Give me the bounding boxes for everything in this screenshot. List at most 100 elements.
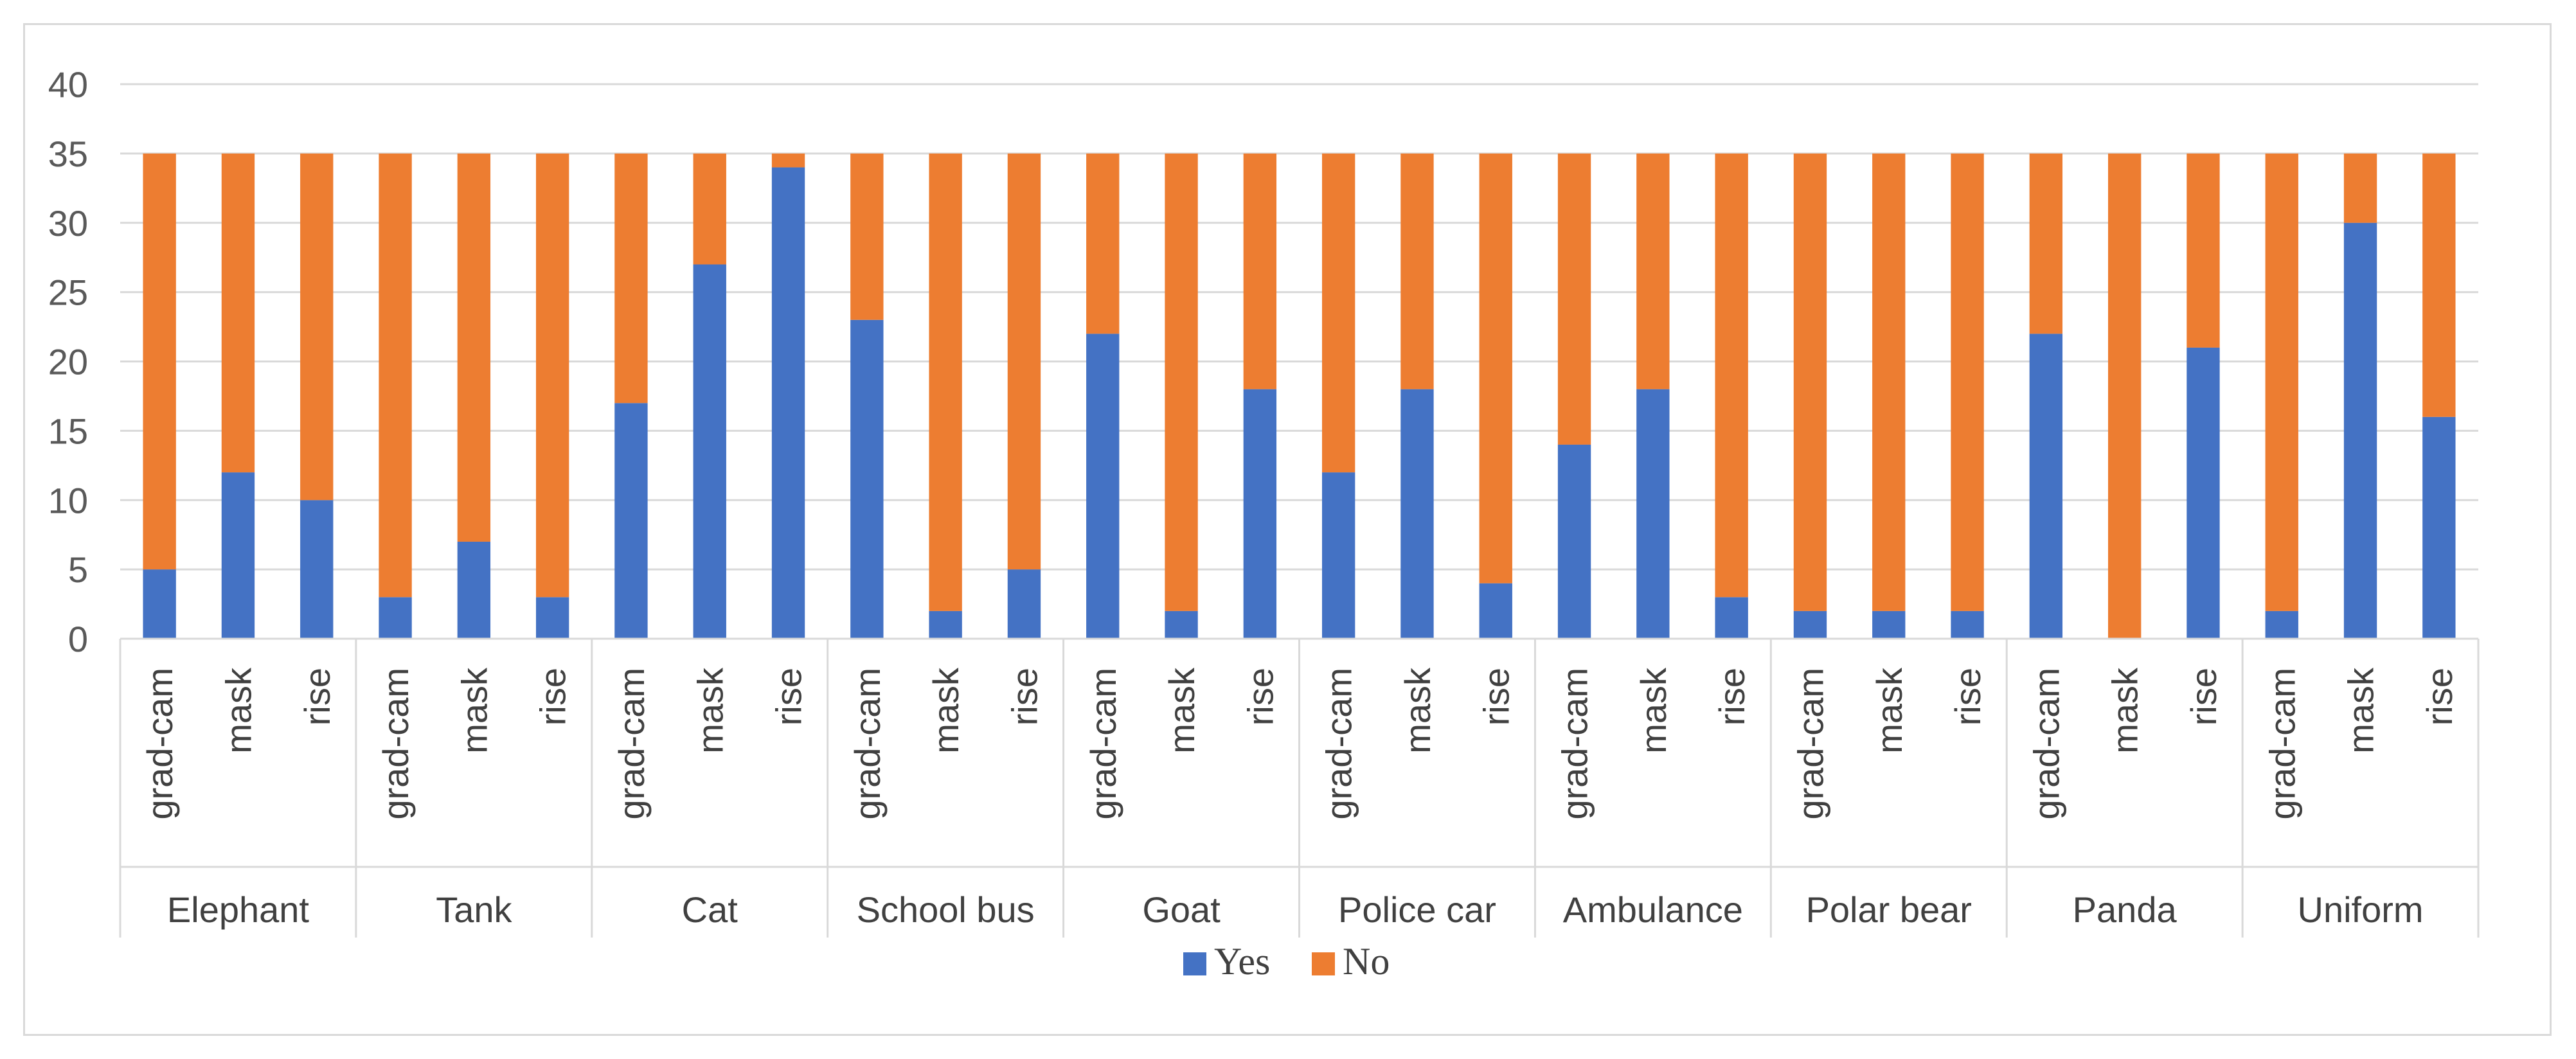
x-method-label: mask [454,667,494,754]
bar-yes-tank-grad-cam [379,597,412,639]
x-group-label: Panda [2073,889,2178,930]
x-method-label: mask [1161,667,1202,754]
bar-no-polar-bear-grad-cam [1793,153,1827,611]
bar-no-polar-bear-rise [1951,153,1984,611]
bar-yes-police-car-rise [1479,583,1512,639]
x-method-label: grad-cam [1555,668,1595,820]
bar-yes-ambulance-rise [1715,597,1748,639]
x-group-label: Uniform [2298,889,2424,930]
bar-yes-panda-grad-cam [2029,334,2063,639]
x-method-label: grad-cam [1083,668,1123,820]
x-group-label: Cat [682,889,738,930]
x-method-label: mask [218,667,258,754]
y-tick-label: 30 [48,203,88,244]
bar-no-school-bus-grad-cam [850,153,884,320]
bar-no-goat-grad-cam [1086,153,1120,334]
x-method-label: mask [1869,667,1910,754]
bar-no-uniform-mask [2343,153,2377,223]
bar-no-cat-grad-cam [614,153,648,404]
bar-yes-goat-grad-cam [1086,334,1120,639]
legend-label-no: No [1343,940,1390,983]
stacked-bar-chart: 0 5 10 15 20 25 30 35 40 grad-cam mask rise grad-ca… [48,64,2480,983]
bar-no-ambulance-grad-cam [1557,153,1591,445]
x-method-label: mask [2341,667,2381,754]
bar-yes-uniform-grad-cam [2265,610,2298,639]
x-method-label: grad-cam [847,668,888,820]
bar-no-elephant-rise [300,153,334,501]
x-method-label: rise [1004,668,1044,725]
x-group-label: Ambulance [1563,889,1743,930]
bar-yes-elephant-grad-cam [143,569,176,639]
bar-yes-school-bus-grad-cam [850,319,884,639]
bar-yes-tank-mask [457,541,491,639]
bar-no-ambulance-mask [1636,153,1670,389]
y-tick-label: 0 [68,619,88,659]
bar-no-police-car-grad-cam [1321,153,1355,473]
bar-no-panda-mask [2107,153,2142,639]
x-method-label: grad-cam [2262,668,2302,820]
bar-yes-elephant-mask [221,472,255,639]
x-method-label: mask [1633,667,1674,754]
x-method-label: rise [2183,668,2224,725]
bar-yes-cat-mask [693,264,726,639]
bar-no-uniform-rise [2422,153,2456,417]
bar-no-panda-grad-cam [2029,153,2063,334]
bar-yes-goat-rise [1243,389,1277,639]
bar-yes-cat-rise [771,167,805,639]
bar-no-polar-bear-mask [1872,153,1906,611]
x-method-label: grad-cam [1790,668,1830,820]
bar-no-cat-mask [693,153,726,265]
bar-yes-uniform-rise [2422,416,2456,639]
bar-yes-elephant-rise [300,500,334,639]
bar-no-tank-mask [457,153,491,542]
bar-no-uniform-grad-cam [2265,153,2298,611]
bar-no-school-bus-mask [929,153,962,611]
x-method-label: grad-cam [2026,668,2066,820]
bar-no-school-bus-rise [1007,153,1041,570]
y-tick-label: 5 [68,549,88,590]
x-method-label: mask [690,667,730,754]
bar-no-cat-rise [771,153,805,168]
x-group-label: Tank [436,889,512,930]
bar-no-police-car-rise [1479,153,1512,583]
x-group-label: School bus [857,889,1035,930]
bar-yes-tank-rise [535,597,569,639]
y-tick-label: 10 [48,480,88,521]
bar-yes-ambulance-mask [1636,389,1670,639]
legend-label-yes: Yes [1214,940,1270,983]
bar-no-elephant-mask [221,153,255,473]
legend-swatch-yes [1183,952,1206,975]
x-method-label: mask [2105,667,2145,754]
y-tick-label: 25 [48,272,88,313]
bar-yes-panda-rise [2187,347,2220,639]
x-method-label: mask [1397,667,1438,754]
x-method-label: rise [1947,668,1988,725]
bar-yes-polar-bear-mask [1872,610,1906,639]
legend-swatch-no [1312,952,1335,975]
x-group-label: Polar bear [1806,889,1972,930]
bar-no-police-car-mask [1400,153,1434,389]
x-group-label: Goat [1142,889,1221,930]
bar-no-ambulance-rise [1715,153,1748,598]
bar-no-goat-mask [1165,153,1198,611]
x-group-label: Police car [1338,889,1496,930]
x-method-label: grad-cam [611,668,652,820]
x-method-label: rise [1476,668,1516,725]
y-tick-label: 20 [48,342,88,382]
x-group-label: Elephant [167,889,310,930]
bar-yes-cat-grad-cam [614,403,648,639]
bar-no-elephant-grad-cam [143,153,176,570]
bar-no-goat-rise [1243,153,1277,389]
bar-yes-uniform-mask [2343,222,2377,639]
bar-yes-polar-bear-grad-cam [1793,610,1827,639]
x-method-label: rise [297,668,337,725]
bar-yes-police-car-mask [1400,389,1434,639]
bar-yes-school-bus-rise [1007,569,1041,639]
x-method-label: rise [2419,668,2460,725]
bar-no-tank-grad-cam [379,153,412,598]
x-method-label: grad-cam [375,668,416,820]
y-tick-label: 35 [48,134,88,174]
chart-frame: 0 5 10 15 20 25 30 35 40 grad-cam mask rise grad-ca… [23,23,2552,1036]
y-tick-label: 40 [48,64,88,105]
y-tick-label: 15 [48,411,88,451]
